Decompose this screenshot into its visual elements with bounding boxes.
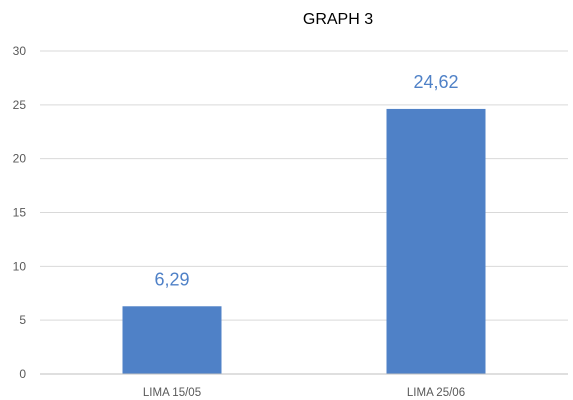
- y-tick-label: 0: [19, 367, 26, 381]
- data-label: 24,62: [413, 72, 458, 92]
- y-tick-label: 10: [13, 259, 27, 273]
- data-label: 6,29: [154, 269, 189, 289]
- data-labels: 6,29 24,62: [154, 72, 458, 289]
- bar-1: [122, 306, 222, 374]
- y-tick-label: 15: [13, 206, 27, 220]
- gridlines: [40, 50, 568, 321]
- x-category-label: LIMA 25/06: [407, 387, 465, 399]
- y-tick-label: 5: [19, 313, 26, 327]
- y-axis-tick-labels: 0 5 10 15 20 25 30: [13, 44, 27, 381]
- y-tick-label: 25: [13, 98, 27, 112]
- x-category-label: LIMA 15/05: [143, 387, 201, 399]
- y-tick-label: 30: [13, 44, 27, 58]
- y-tick-label: 20: [13, 152, 27, 166]
- bars: [122, 108, 486, 374]
- bar-2: [386, 108, 486, 374]
- x-axis-category-labels: LIMA 15/05 LIMA 25/06: [143, 387, 465, 399]
- chart-title: GRAPH 3: [303, 11, 373, 28]
